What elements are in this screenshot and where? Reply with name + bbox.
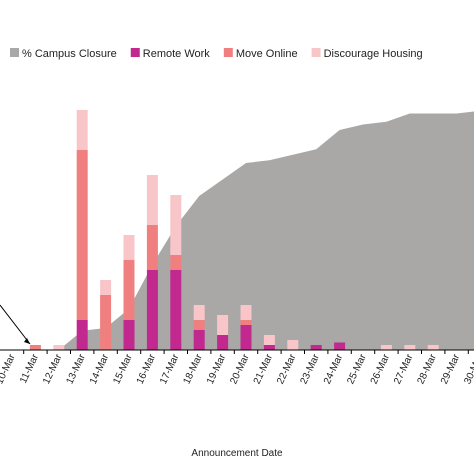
x-tick-label: 10-Mar <box>0 352 18 386</box>
x-tick-label: 24-Mar <box>322 352 346 386</box>
legend-label: Discourage Housing <box>324 48 423 60</box>
x-tick-label: 17-Mar <box>158 352 182 386</box>
bar-segment <box>170 195 182 255</box>
x-tick-label: 19-Mar <box>205 352 229 386</box>
legend-label: Remote Work <box>143 48 211 60</box>
x-tick-label: 30-Mar <box>462 352 474 386</box>
x-tick-label: 28-Mar <box>416 352 440 386</box>
legend-swatch <box>130 48 140 57</box>
bar-segment <box>76 150 88 320</box>
legend-label: % Campus Closure <box>22 48 117 60</box>
bar-segment <box>263 335 275 345</box>
x-tick-label: 23-Mar <box>299 352 323 386</box>
bar-segment <box>123 235 135 260</box>
bar-segment <box>217 315 229 335</box>
x-tick-label: 12-Mar <box>41 352 65 386</box>
x-tick-label: 15-Mar <box>111 352 135 386</box>
arrow-head <box>24 338 30 344</box>
x-tick-label: 14-Mar <box>88 352 112 386</box>
x-tick-label: 29-Mar <box>439 352 463 386</box>
bar-segment <box>193 320 205 330</box>
bar-segment <box>170 255 182 270</box>
bar-segment <box>76 110 88 150</box>
legend-swatch <box>223 48 233 57</box>
legend-label: Move Online <box>236 48 298 60</box>
bar-segment <box>170 270 182 350</box>
x-tick-label: 20-Mar <box>228 352 252 386</box>
bar-segment <box>240 325 252 350</box>
bar-segment <box>240 305 252 320</box>
x-tick-label: 26-Mar <box>369 352 393 386</box>
x-axis-label: Announcement Date <box>191 448 283 459</box>
x-tick-label: 13-Mar <box>65 352 89 386</box>
bar-segment <box>123 260 135 320</box>
bar-segment <box>263 345 275 350</box>
bar-segment <box>334 342 346 350</box>
bar-segment <box>427 345 439 350</box>
x-tick-label: 27-Mar <box>392 352 416 386</box>
x-tick-label: 21-Mar <box>252 352 276 386</box>
legend-swatch <box>311 48 321 57</box>
bar-segment <box>146 225 158 270</box>
bar-segment <box>76 320 88 350</box>
bar-segment <box>380 345 392 350</box>
bar-segment <box>53 345 65 350</box>
annotation-arrow <box>0 304 31 345</box>
bar-segment <box>240 320 252 325</box>
x-tick-label: 22-Mar <box>275 352 299 386</box>
x-tick-label: 18-Mar <box>182 352 206 386</box>
bar-segment <box>29 345 41 350</box>
bar-segment <box>193 305 205 320</box>
legend-swatch <box>10 48 19 57</box>
bar-segment <box>100 295 112 350</box>
bar-segment <box>404 345 416 350</box>
bar-segment <box>123 320 135 350</box>
bar-segment <box>100 280 112 295</box>
bar-segment <box>146 175 158 225</box>
bar-segment <box>146 270 158 350</box>
x-tick-label: 25-Mar <box>345 352 369 386</box>
bar-segment <box>310 345 322 350</box>
x-tick-label: 11-Mar <box>18 352 41 385</box>
bar-segment <box>193 330 205 350</box>
bar-segment <box>217 335 229 350</box>
x-tick-label: 16-Mar <box>135 352 159 386</box>
area <box>12 110 474 350</box>
bar-segment <box>287 340 299 350</box>
